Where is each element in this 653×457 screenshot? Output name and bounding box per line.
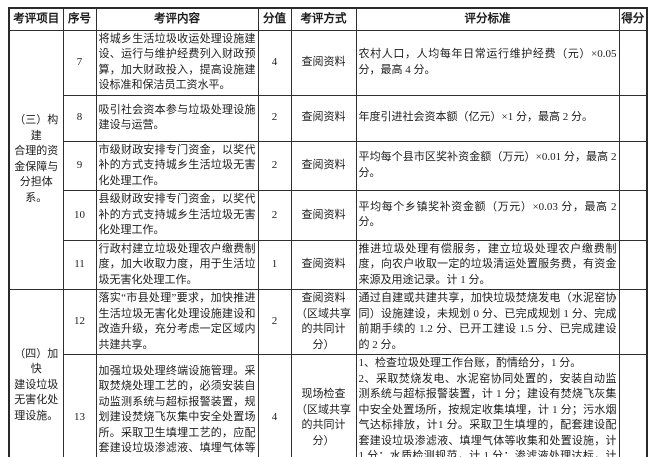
header-no: 序号	[62, 7, 97, 31]
gained-score-cell	[618, 140, 648, 191]
gained-score-cell	[618, 29, 648, 96]
score-cell: 4	[257, 354, 292, 457]
table-row: 10 县级财政安排专门资金，以奖代补的方式支持城乡生活垃圾无害化处理工作。 2 …	[9, 190, 648, 241]
content-cell: 将城乡生活垃圾收运处理设施建设、运行与维护经费列入财政预算，加大财政投入，提高设…	[95, 29, 259, 96]
header-criteria: 评分标准	[355, 7, 620, 31]
gained-score-cell	[618, 190, 648, 241]
score-cell: 2	[257, 190, 292, 241]
score-cell: 4	[257, 29, 292, 96]
criteria-cell: 平均每个乡镇奖补资金额（万元）×0.03 分，最高 2 分。	[355, 190, 620, 241]
gained-score-cell	[618, 289, 648, 355]
header-item: 考评项目	[8, 7, 64, 31]
method-cell: 现场检查 （区域共享 的共同计 分）	[290, 354, 357, 457]
content-cell: 市级财政安排专门资金，以奖代补的方式支持城乡生活垃圾无害化处理工作。	[95, 140, 259, 191]
header-score: 分值	[257, 7, 292, 31]
content-cell: 县级财政安排专门资金，以奖代补的方式支持城乡生活垃圾无害化处理工作。	[95, 190, 259, 241]
method-cell: 查阅资料	[290, 94, 357, 142]
row-no: 10	[62, 190, 97, 241]
header-method: 考评方式	[290, 7, 357, 31]
method-cell: 查阅资料 （区域共享 的共同计 分）	[290, 289, 357, 355]
header-gained: 得分	[618, 7, 648, 31]
criteria-cell: 平均每个县市区奖补资金额（万元）×0.01 分，最高 2 分。	[355, 140, 620, 191]
gained-score-cell	[618, 239, 648, 290]
criteria-cell: 1、检查垃圾处理工作台账，酌情给分，1 分。 2、采取焚烧发电、水泥窑协同处置的…	[355, 354, 620, 457]
method-cell: 查阅资料	[290, 190, 357, 241]
content-cell: 行政村建立垃圾处理农户缴费制度，加大收取力度，用于生活垃圾无害化处理工作。	[95, 239, 259, 290]
header-content: 考评内容	[95, 7, 259, 31]
method-cell: 查阅资料	[290, 140, 357, 191]
content-cell: 加强垃圾处理终端设施管理。采取焚烧处理工艺的，必须安装自动监测系统与超标报警装置…	[95, 354, 259, 457]
header-row: 考评项目 序号 考评内容 分值 考评方式 评分标准 得分	[8, 7, 648, 31]
gained-score-cell	[618, 354, 648, 457]
score-cell: 1	[257, 239, 292, 290]
table-row: 9 市级财政安排专门资金，以奖代补的方式支持城乡生活垃圾无害化处理工作。 2 查…	[9, 140, 648, 191]
group-label-facility-build: （四）加快 建设垃圾 无害化处 理设施。	[8, 289, 64, 457]
evaluation-table: 考评项目 序号 考评内容 分值 考评方式 评分标准 得分 （三）构建 合理的资 …	[8, 7, 648, 457]
gained-score-cell	[618, 94, 648, 142]
row-no: 11	[62, 239, 97, 290]
criteria-cell: 农村人口，人均每年日常运行维护经费（元）×0.05 分，最高 4 分。	[355, 29, 620, 96]
row-no: 8	[62, 94, 97, 142]
criteria-cell: 通过自建或共建共享，加快垃圾焚烧发电（水泥窑协同）设施建设，未规划 0 分、已完…	[355, 289, 620, 355]
score-cell: 2	[257, 140, 292, 191]
method-cell: 查阅资料	[290, 239, 357, 290]
score-cell: 2	[257, 94, 292, 142]
table-row: （三）构建 合理的资 金保障与 分担体系。 7 将城乡生活垃圾收运处理设施建设、…	[8, 29, 648, 290]
row-no: 12	[62, 289, 97, 355]
table-row: （四）加快 建设垃圾 无害化处 理设施。 12 落实“市县处理”要求，加快推进生…	[8, 289, 648, 457]
row-no: 13	[62, 354, 97, 457]
table-row: 13 加强垃圾处理终端设施管理。采取焚烧处理工艺的，必须安装自动监测系统与超标报…	[9, 354, 648, 457]
method-cell: 查阅资料	[290, 29, 357, 96]
row-no: 9	[62, 140, 97, 191]
score-cell: 2	[257, 289, 292, 355]
content-cell: 吸引社会资本参与垃圾处理设施建设与运营。	[95, 94, 259, 142]
content-cell: 落实“市县处理”要求，加快推进生活垃圾无害化处理设施建设和改造升级，充分考虑一定…	[95, 289, 259, 355]
table-row: 11 行政村建立垃圾处理农户缴费制度，加大收取力度，用于生活垃圾无害化处理工作。…	[9, 239, 648, 290]
criteria-cell: 年度引进社会资本额（亿元）×1 分，最高 2 分。	[355, 94, 620, 142]
criteria-cell: 推进垃圾处理有偿服务，建立垃圾处理农户缴费制度，向农户收取一定的垃圾清运处置服务…	[355, 239, 620, 290]
row-no: 7	[62, 29, 97, 96]
group-label-fund-system: （三）构建 合理的资 金保障与 分担体系。	[8, 29, 64, 290]
table-row: 8 吸引社会资本参与垃圾处理设施建设与运营。 2 查阅资料 年度引进社会资本额（…	[9, 94, 648, 142]
